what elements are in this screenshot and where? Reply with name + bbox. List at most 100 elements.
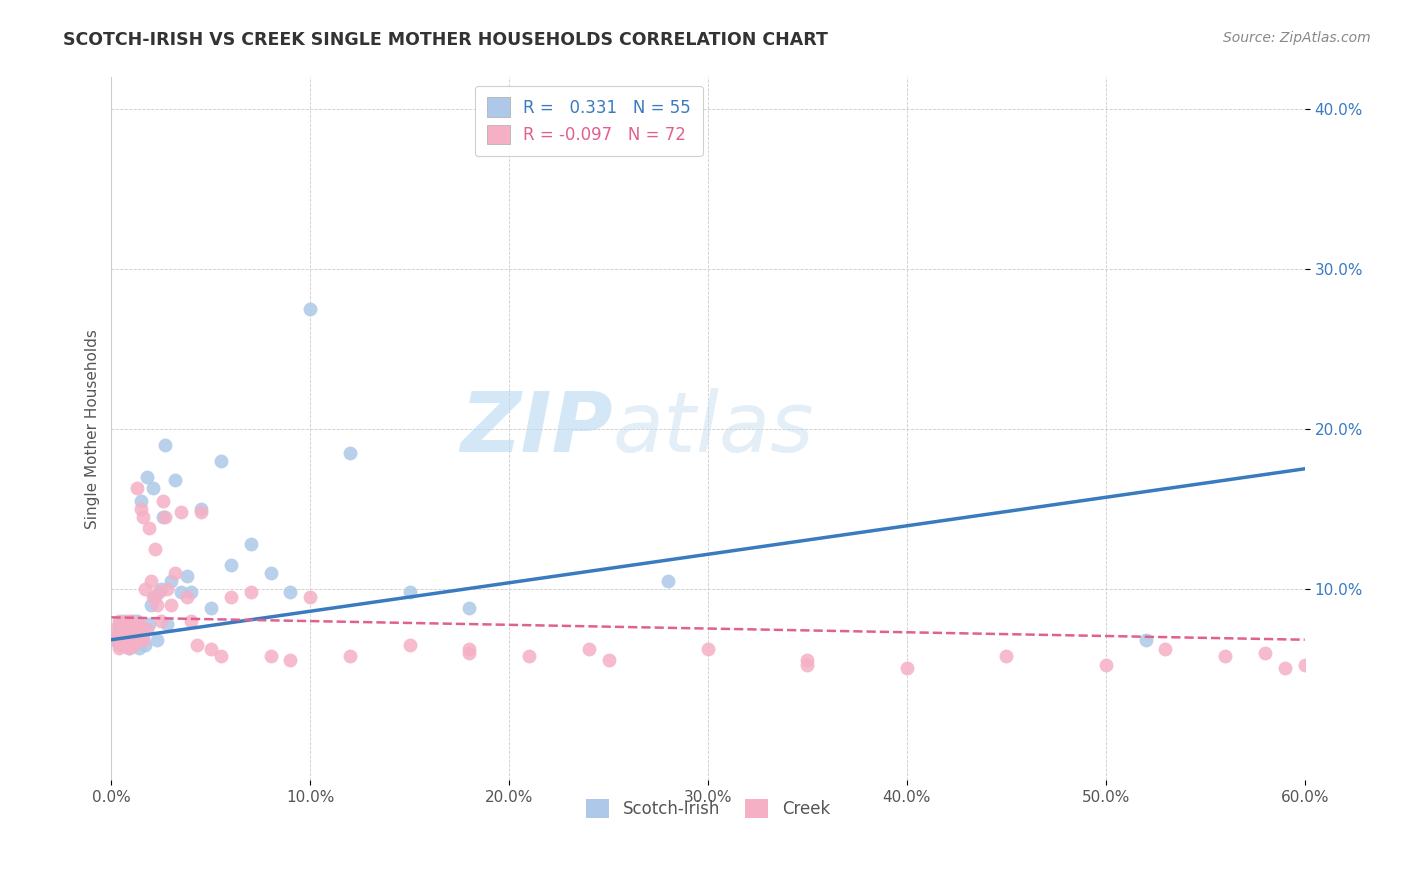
Point xyxy=(105,632,128,647)
Point xyxy=(120,614,142,628)
Point xyxy=(142,590,165,604)
Point xyxy=(1154,642,1177,657)
Point xyxy=(132,632,155,647)
Point xyxy=(219,558,242,572)
Text: Source: ZipAtlas.com: Source: ZipAtlas.com xyxy=(1223,31,1371,45)
Point xyxy=(132,630,155,644)
Point xyxy=(146,632,169,647)
Point xyxy=(259,566,281,580)
Point xyxy=(458,642,481,657)
Point xyxy=(110,638,132,652)
Point xyxy=(146,598,169,612)
Point xyxy=(127,622,149,636)
Point xyxy=(1254,646,1277,660)
Point xyxy=(117,614,139,628)
Point xyxy=(127,481,149,495)
Point xyxy=(105,626,128,640)
Point xyxy=(398,638,420,652)
Point xyxy=(170,505,193,519)
Point xyxy=(122,614,145,628)
Legend: Scotch-Irish, Creek: Scotch-Irish, Creek xyxy=(579,792,837,825)
Point xyxy=(108,638,131,652)
Point xyxy=(108,614,131,628)
Point xyxy=(259,648,281,663)
Point xyxy=(136,470,159,484)
Point xyxy=(458,646,481,660)
Point xyxy=(180,584,202,599)
Point xyxy=(138,521,160,535)
Point xyxy=(200,600,222,615)
Point xyxy=(128,616,150,631)
Text: atlas: atlas xyxy=(613,388,814,469)
Point xyxy=(458,600,481,615)
Point xyxy=(129,493,152,508)
Point xyxy=(239,537,262,551)
Point xyxy=(127,632,149,647)
Point xyxy=(578,642,600,657)
Point xyxy=(134,638,156,652)
Point xyxy=(170,584,193,599)
Point xyxy=(160,598,183,612)
Y-axis label: Single Mother Households: Single Mother Households xyxy=(86,329,100,529)
Point xyxy=(124,632,146,647)
Point xyxy=(153,438,176,452)
Point xyxy=(280,653,302,667)
Point xyxy=(141,574,163,588)
Point xyxy=(190,501,212,516)
Point xyxy=(398,584,420,599)
Point xyxy=(209,454,232,468)
Point xyxy=(138,616,160,631)
Point xyxy=(128,632,150,647)
Point xyxy=(180,614,202,628)
Point xyxy=(129,501,152,516)
Point xyxy=(697,642,720,657)
Point xyxy=(112,614,135,628)
Point xyxy=(219,590,242,604)
Point xyxy=(1213,648,1236,663)
Point xyxy=(118,640,141,655)
Point xyxy=(129,622,152,636)
Point xyxy=(239,584,262,599)
Point xyxy=(124,622,146,636)
Point xyxy=(339,446,361,460)
Point xyxy=(110,622,132,636)
Point xyxy=(186,638,208,652)
Point xyxy=(104,622,127,636)
Point xyxy=(896,661,918,675)
Point xyxy=(122,638,145,652)
Point xyxy=(122,638,145,652)
Point xyxy=(142,481,165,495)
Point xyxy=(517,648,540,663)
Point xyxy=(153,509,176,524)
Point xyxy=(176,590,198,604)
Point xyxy=(132,509,155,524)
Point xyxy=(127,614,149,628)
Point xyxy=(150,614,173,628)
Point xyxy=(114,626,136,640)
Point xyxy=(117,632,139,647)
Point xyxy=(120,622,142,636)
Point xyxy=(156,582,179,596)
Point xyxy=(1135,632,1157,647)
Point xyxy=(120,632,142,647)
Point xyxy=(114,622,136,636)
Point xyxy=(150,582,173,596)
Point xyxy=(112,632,135,647)
Point xyxy=(796,658,818,673)
Point xyxy=(1274,661,1296,675)
Point xyxy=(122,626,145,640)
Point xyxy=(156,616,179,631)
Point xyxy=(118,640,141,655)
Point xyxy=(657,574,679,588)
Point xyxy=(112,616,135,631)
Point xyxy=(117,626,139,640)
Point xyxy=(114,638,136,652)
Point xyxy=(120,632,142,647)
Point xyxy=(1294,658,1316,673)
Point xyxy=(152,509,174,524)
Point xyxy=(280,584,302,599)
Point xyxy=(148,584,170,599)
Text: SCOTCH-IRISH VS CREEK SINGLE MOTHER HOUSEHOLDS CORRELATION CHART: SCOTCH-IRISH VS CREEK SINGLE MOTHER HOUS… xyxy=(63,31,828,49)
Point xyxy=(299,301,322,316)
Point xyxy=(190,505,212,519)
